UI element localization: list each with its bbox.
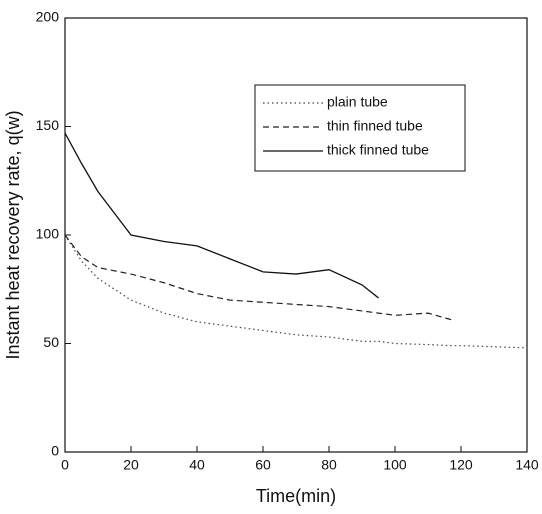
legend-label: thin finned tube: [327, 118, 423, 134]
x-tick-label: 60: [255, 457, 271, 473]
series-line: [64, 132, 379, 299]
y-axis-title: Instant heat recovery rate, q(w): [3, 110, 23, 359]
legend-box: [254, 84, 466, 172]
y-tick-label: 150: [36, 117, 60, 133]
series-line: [64, 234, 528, 349]
x-tick-label: 100: [383, 457, 407, 473]
y-tick-label: 50: [43, 334, 59, 350]
y-tick-label: 100: [36, 226, 60, 242]
x-tick-label: 140: [515, 457, 539, 473]
legend-label: plain tube: [327, 94, 388, 110]
series-line: [64, 234, 452, 321]
legend-label: thick finned tube: [327, 142, 429, 158]
x-tick-label: 80: [321, 457, 337, 473]
x-tick-label: 120: [449, 457, 473, 473]
x-tick-label: 20: [123, 457, 139, 473]
x-axis-title: Time(min): [256, 486, 336, 506]
x-tick-label: 0: [61, 457, 69, 473]
x-tick-label: 40: [189, 457, 205, 473]
y-tick-label: 200: [36, 9, 60, 25]
y-tick-label: 0: [51, 443, 59, 459]
